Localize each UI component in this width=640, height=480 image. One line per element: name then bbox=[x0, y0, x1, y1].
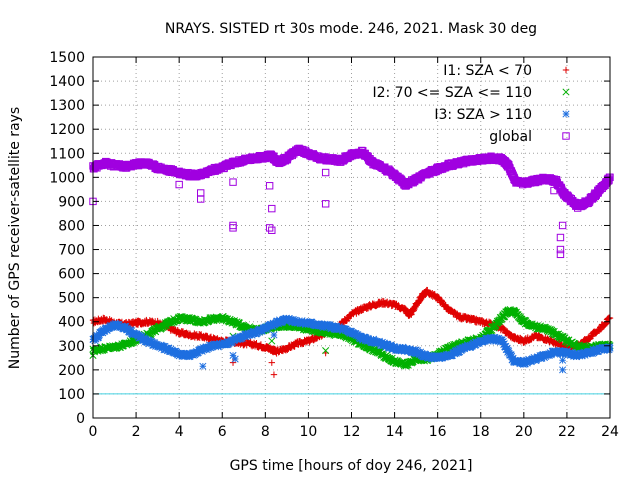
legend-label: I1: SZA < 70 bbox=[443, 63, 532, 79]
x-tick-label: 24 bbox=[601, 424, 619, 440]
legend-item: I3: SZA > 110 bbox=[434, 107, 570, 123]
x-tick-label: 4 bbox=[175, 424, 184, 440]
outlier-point bbox=[268, 226, 276, 234]
y-tick-label: 1500 bbox=[49, 50, 85, 66]
outlier-point bbox=[270, 371, 278, 378]
outlier-point bbox=[270, 331, 278, 339]
x-tick-label: 6 bbox=[218, 424, 227, 440]
outlier-point bbox=[268, 204, 276, 213]
grid-lines bbox=[93, 57, 610, 418]
legend-marker bbox=[562, 66, 570, 74]
outlier-point bbox=[175, 180, 183, 189]
y-tick-label: 1400 bbox=[49, 74, 85, 90]
outlier-point bbox=[199, 362, 207, 370]
tick-labels: 0 2 4 6 8 10 12 14 16 18 20 22 240100200300400500600… bbox=[49, 50, 619, 440]
x-tick-label: 8 bbox=[261, 424, 270, 440]
y-tick-label: 300 bbox=[58, 339, 85, 355]
x-tick-label: 22 bbox=[558, 424, 576, 440]
x-tick-label: 2 bbox=[132, 424, 141, 440]
y-tick-label: 1300 bbox=[49, 98, 85, 114]
outlier-point bbox=[265, 182, 274, 190]
y-tick-label: 200 bbox=[58, 363, 85, 379]
outlier-point bbox=[556, 250, 565, 259]
y-tick-label: 1100 bbox=[49, 146, 85, 162]
outlier-point bbox=[556, 233, 565, 242]
y-tick-label: 0 bbox=[76, 411, 85, 427]
chart-title: NRAYS. SISTED rt 30s mode. 246, 2021. Ma… bbox=[165, 21, 537, 37]
y-tick-label: 700 bbox=[58, 243, 85, 259]
x-tick-label: 12 bbox=[343, 424, 361, 440]
legend-label: global bbox=[489, 129, 532, 145]
outlier-point bbox=[559, 366, 567, 374]
data-marks bbox=[89, 144, 614, 378]
x-tick-label: 10 bbox=[300, 424, 318, 440]
outlier-point bbox=[559, 356, 567, 364]
outlier-point bbox=[556, 245, 565, 254]
y-axis-label: Number of GPS receiver-satellite rays bbox=[7, 107, 23, 369]
y-tick-label: 400 bbox=[58, 315, 85, 331]
x-tick-label: 20 bbox=[515, 424, 533, 440]
y-tick-label: 900 bbox=[58, 194, 85, 210]
y-tick-label: 800 bbox=[58, 218, 85, 234]
outlier-point bbox=[197, 189, 205, 197]
outlier-point bbox=[558, 221, 567, 230]
legend-item: I1: SZA < 70 bbox=[443, 63, 570, 79]
x-tick-label: 14 bbox=[386, 424, 404, 440]
legend-marker bbox=[562, 132, 570, 140]
y-tick-label: 1200 bbox=[49, 122, 85, 138]
legend-marker bbox=[562, 110, 570, 118]
y-tick-label: 100 bbox=[58, 387, 85, 403]
x-tick-label: 0 bbox=[89, 424, 98, 440]
legend-label: I3: SZA > 110 bbox=[434, 107, 532, 123]
legend-item: global bbox=[489, 129, 570, 145]
outlier-point bbox=[268, 337, 276, 345]
x-axis-label: GPS time [hours of doy 246, 2021] bbox=[230, 458, 473, 474]
legend-marker bbox=[562, 88, 570, 96]
outlier-point bbox=[321, 168, 330, 177]
outlier-point bbox=[268, 359, 275, 366]
y-tick-label: 1000 bbox=[49, 170, 85, 186]
x-tick-label: 18 bbox=[472, 424, 490, 440]
legend-item: I2: 70 <= SZA <= 110 bbox=[372, 85, 570, 101]
outlier-point bbox=[231, 355, 239, 363]
legend: I1: SZA < 70 I2: 70 <= SZA <= 110 I3: SZA … bbox=[372, 63, 570, 145]
outlier-point bbox=[197, 195, 205, 203]
y-tick-label: 500 bbox=[58, 291, 85, 307]
y-tick-label: 600 bbox=[58, 267, 85, 283]
legend-label: I2: 70 <= SZA <= 110 bbox=[372, 85, 532, 101]
outlier-point bbox=[229, 178, 237, 186]
x-tick-label: 16 bbox=[429, 424, 447, 440]
